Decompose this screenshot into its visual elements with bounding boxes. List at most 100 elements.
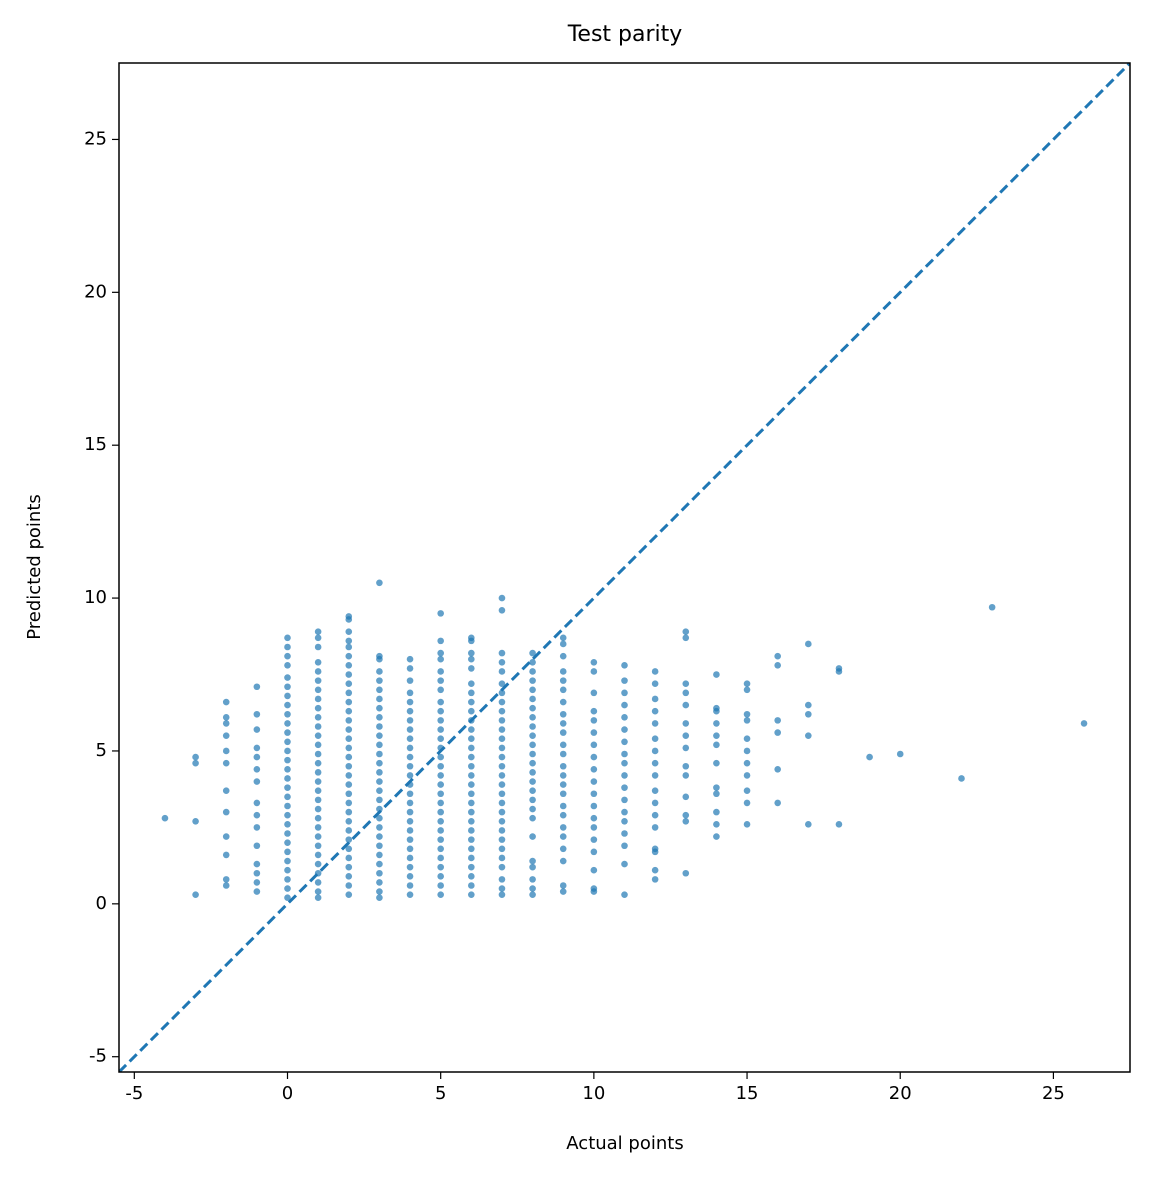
scatter-point: [529, 714, 536, 721]
scatter-point: [376, 677, 383, 684]
scatter-point: [284, 784, 291, 791]
scatter-point: [621, 677, 628, 684]
scatter-point: [284, 701, 291, 709]
scatter-point: [621, 738, 628, 746]
scatter-point: [559, 833, 567, 840]
scatter-point: [621, 808, 628, 816]
x-tick-label: 10: [582, 1083, 605, 1104]
scatter-point: [590, 729, 598, 736]
scatter-point: [222, 698, 230, 706]
scatter-point: [529, 787, 536, 795]
scatter-point: [253, 710, 261, 718]
scatter-point: [651, 787, 659, 795]
scatter-point: [406, 665, 414, 672]
scatter-point: [406, 882, 414, 889]
scatter-point: [713, 808, 720, 816]
scatter-point: [743, 772, 751, 779]
scatter-point: [284, 894, 291, 902]
scatter-point: [835, 821, 843, 828]
scatter-point: [559, 668, 567, 675]
scatter-point: [376, 714, 383, 721]
scatter-point: [376, 860, 383, 868]
scatter-point: [345, 707, 353, 715]
scatter-point: [651, 799, 659, 807]
scatter-point: [529, 805, 536, 813]
scatter-point: [222, 851, 230, 859]
scatter-point: [529, 876, 536, 883]
x-tick-label: 5: [435, 1083, 446, 1104]
scatter-point: [284, 876, 291, 883]
scatter-point: [805, 640, 812, 648]
scatter-point: [222, 747, 230, 755]
scatter-point: [743, 710, 751, 718]
scatter-point: [284, 692, 291, 700]
scatter-point: [559, 762, 567, 770]
scatter-point: [345, 854, 353, 862]
scatter-point: [559, 845, 567, 853]
scatter-point: [682, 811, 690, 819]
scatter-point: [621, 662, 628, 669]
scatter-point: [314, 750, 322, 758]
x-tick-label: -5: [125, 1083, 143, 1104]
scatter-point: [682, 869, 690, 877]
scatter-point: [314, 634, 322, 642]
scatter-point: [713, 821, 720, 828]
scatter-point: [314, 643, 322, 651]
scatter-point: [621, 830, 628, 837]
scatter-point: [805, 732, 812, 739]
scatter-point: [498, 863, 506, 871]
scatter-point: [529, 658, 536, 666]
scatter-point: [498, 744, 506, 752]
scatter-point: [498, 876, 506, 883]
scatter-point: [621, 784, 628, 791]
scatter-point: [468, 836, 475, 843]
scatter-point: [590, 707, 598, 715]
y-tick-label: 5: [96, 740, 107, 761]
scatter-point: [192, 759, 199, 767]
scatter-point: [314, 787, 322, 795]
scatter-point: [222, 876, 230, 883]
scatter-point: [345, 671, 353, 678]
scatter-point: [376, 778, 383, 785]
scatter-point: [284, 756, 291, 764]
scatter-point: [314, 879, 322, 886]
scatter-point: [621, 714, 628, 721]
scatter-point: [314, 805, 322, 813]
scatter-point: [314, 860, 322, 868]
x-tick-label: 0: [282, 1083, 293, 1104]
scatter-point: [314, 769, 322, 776]
scatter-point: [774, 799, 781, 807]
scatter-point: [682, 634, 690, 642]
scatter-point: [284, 866, 291, 874]
scatter-point: [651, 707, 659, 715]
scatter-point: [529, 750, 536, 758]
scatter-point: [651, 759, 659, 767]
scatter-point: [314, 723, 322, 730]
scatter-point: [468, 665, 475, 672]
scatter-point: [406, 655, 414, 663]
scatter-point: [559, 698, 567, 706]
scatter-point: [529, 891, 536, 898]
scatter-point: [406, 717, 414, 724]
scatter-point: [651, 695, 659, 703]
scatter-point: [345, 762, 353, 770]
scatter-point: [468, 707, 475, 715]
scatter-point: [590, 766, 598, 773]
scatter-point: [559, 888, 567, 895]
plot-area: [119, 63, 1130, 1072]
scatter-point: [406, 891, 414, 898]
scatter-point: [468, 808, 475, 816]
scatter-point: [437, 735, 444, 743]
scatter-point: [376, 769, 383, 776]
x-tick-label: 25: [1042, 1083, 1065, 1104]
scatter-point: [498, 726, 506, 733]
scatter-point: [529, 796, 536, 804]
scatter-point: [376, 787, 383, 795]
scatter-point: [437, 873, 444, 880]
scatter-point: [621, 726, 628, 733]
scatter-point: [559, 824, 567, 831]
scatter-point: [192, 817, 199, 825]
scatter-point: [376, 655, 383, 663]
scatter-point: [559, 781, 567, 788]
scatter-point: [621, 891, 628, 898]
